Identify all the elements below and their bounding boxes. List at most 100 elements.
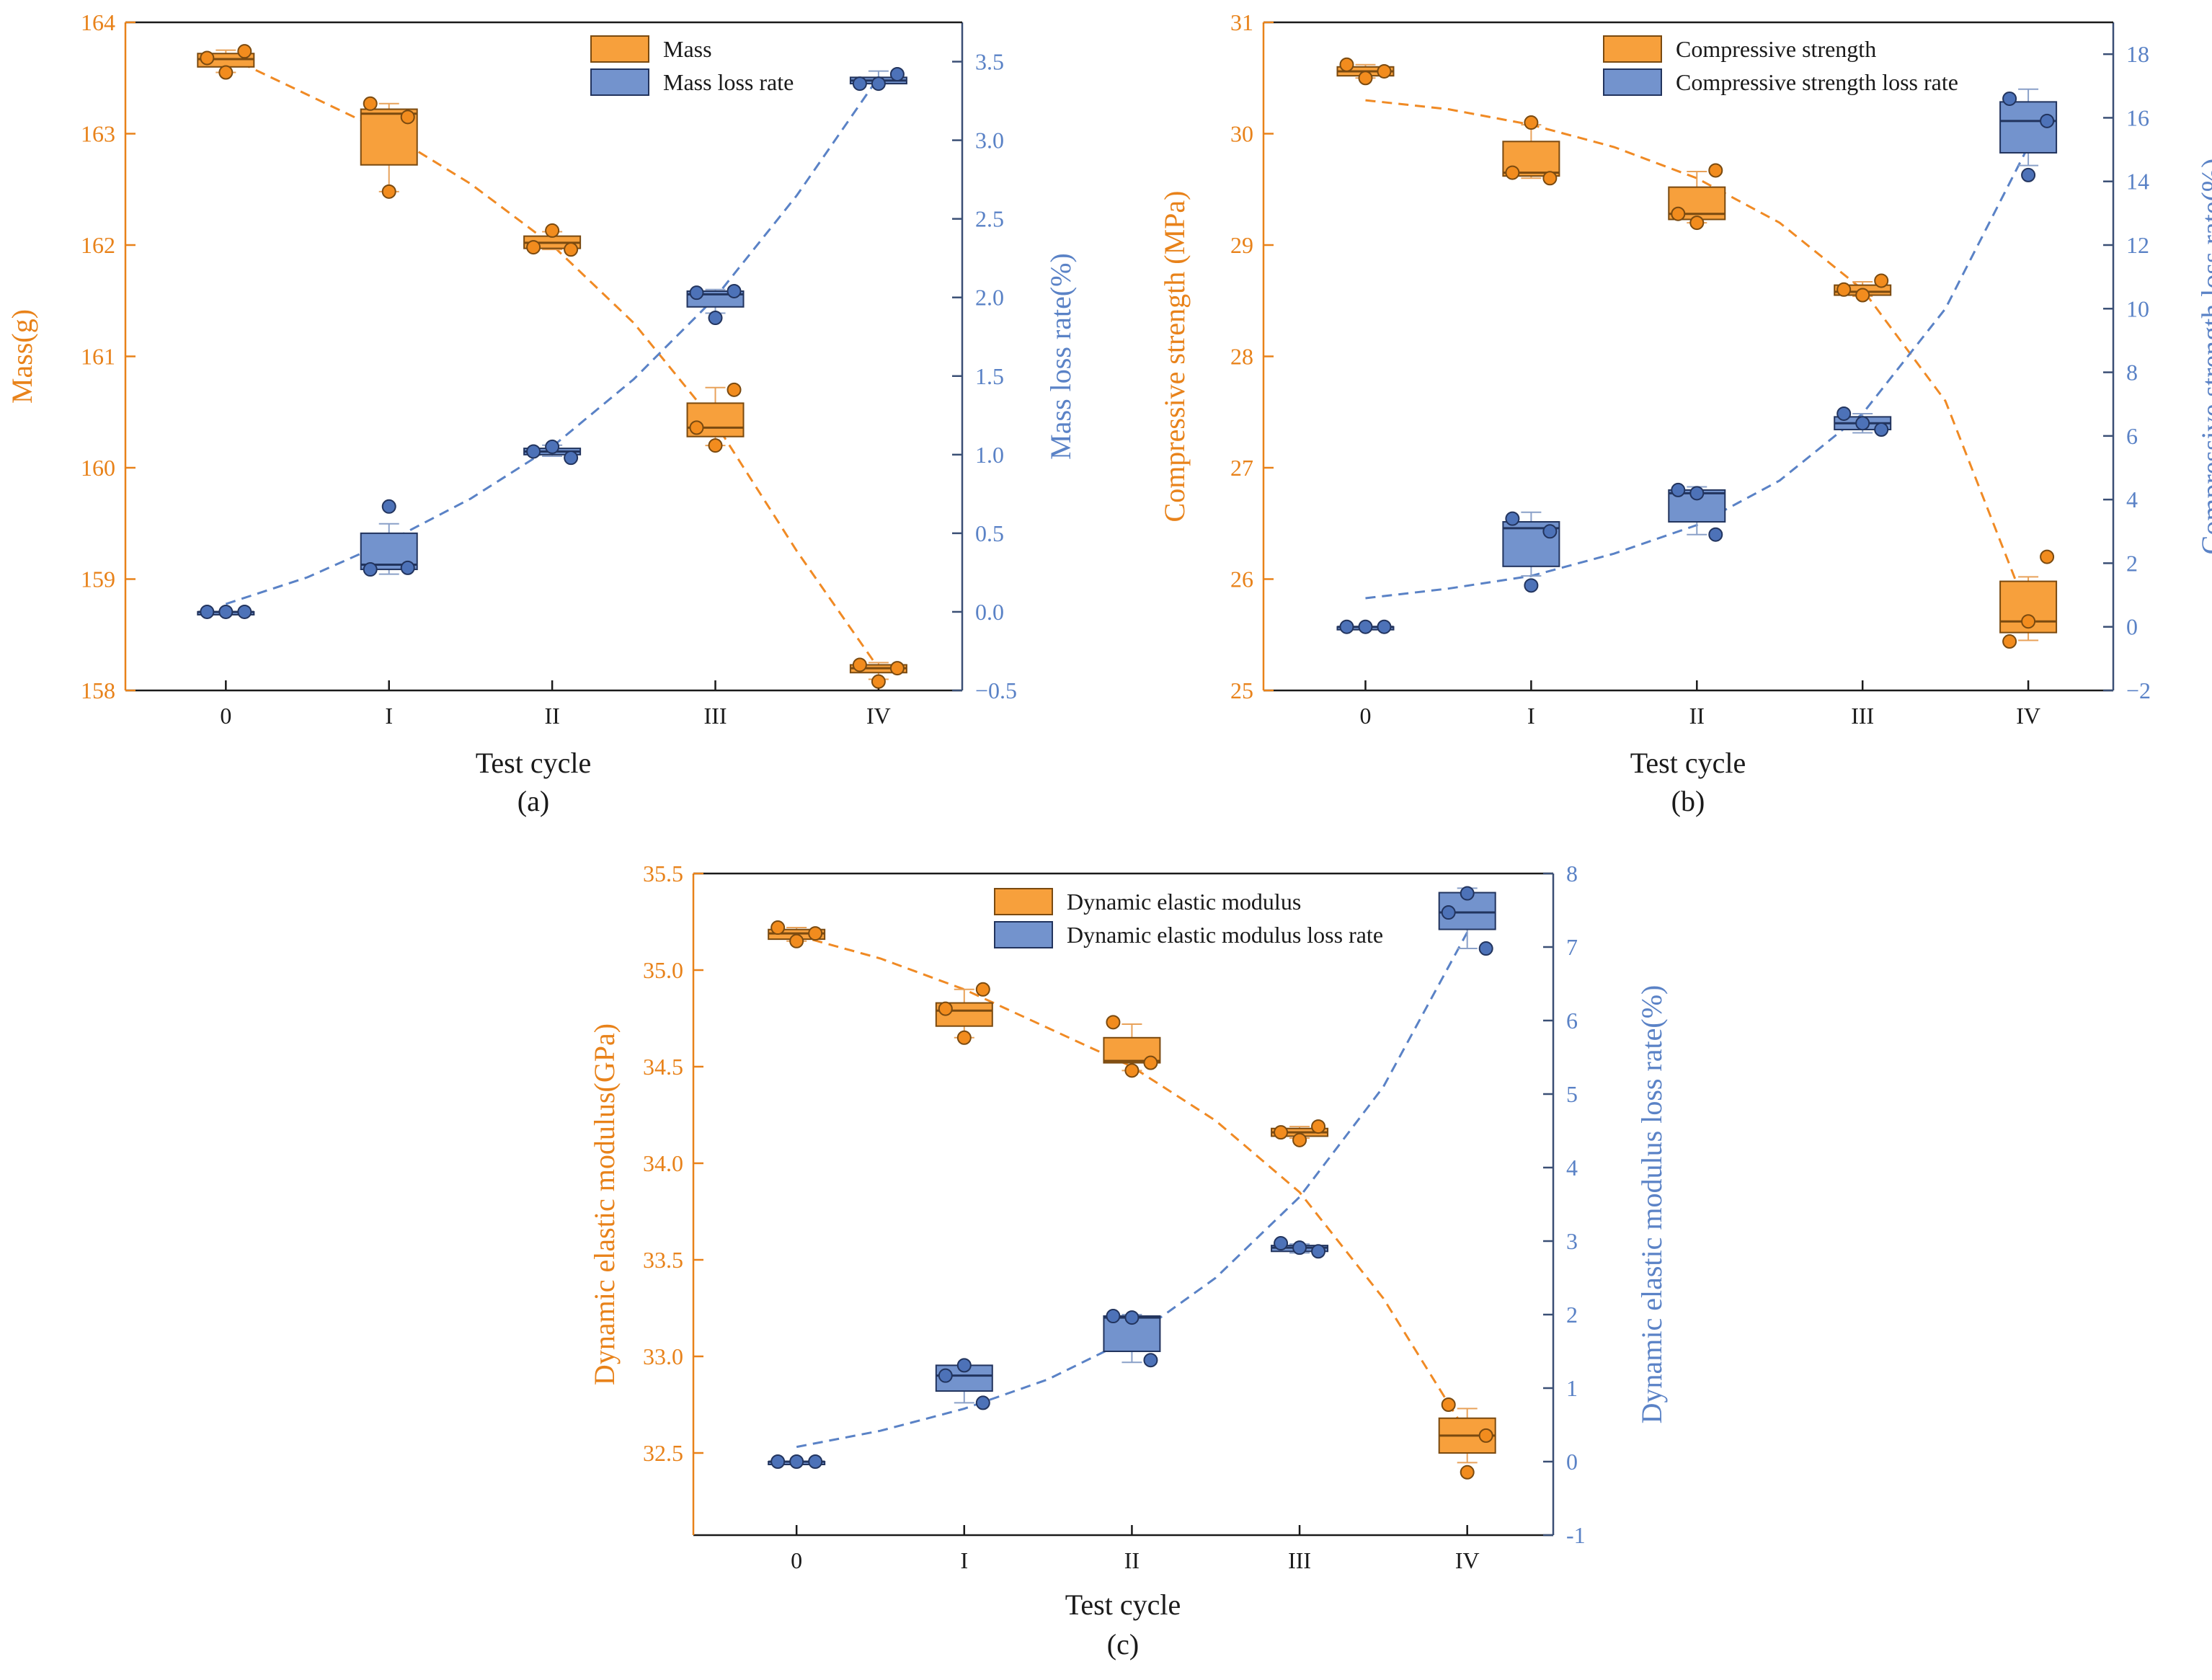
data-point bbox=[1124, 1310, 1140, 1325]
loss-rate-box-IV bbox=[1999, 88, 2058, 182]
property-box-0 bbox=[197, 44, 255, 80]
legend-label: Compressive strength loss rate bbox=[1676, 69, 1958, 95]
data-point bbox=[871, 674, 886, 689]
data-point bbox=[1855, 416, 1870, 431]
left-axis-title: Compressive strength (MPa) bbox=[1158, 191, 1191, 523]
right-tick-label: 14 bbox=[2126, 169, 2149, 195]
right-tick-label: 0.5 bbox=[975, 520, 1004, 546]
data-point bbox=[1358, 71, 1373, 86]
left-tick-label: 33.5 bbox=[643, 1247, 683, 1273]
right-tick-label: −0.5 bbox=[975, 677, 1017, 703]
data-point bbox=[689, 420, 704, 435]
right-tick-label: 2.5 bbox=[975, 206, 1004, 232]
data-point bbox=[1708, 163, 1723, 178]
data-point bbox=[526, 444, 541, 459]
chart-panel-1: 158 159 160 161 162 163 164 −0.5 0.0 0.5 1.0 1.5 2.0… bbox=[6, 9, 1077, 817]
data-point bbox=[564, 450, 579, 466]
property-box-IV bbox=[1438, 1397, 1496, 1480]
data-point bbox=[237, 44, 252, 59]
right-tick-label: 4 bbox=[1566, 1155, 1578, 1181]
data-point bbox=[218, 65, 234, 80]
data-point bbox=[727, 382, 742, 397]
right-tick-label: 3.5 bbox=[975, 49, 1004, 75]
data-point bbox=[789, 1454, 804, 1469]
data-point bbox=[1292, 1132, 1307, 1147]
property-box-IV bbox=[1999, 549, 2058, 649]
x-tick-label: III bbox=[704, 703, 727, 729]
legend-label: Compressive strength bbox=[1676, 36, 1876, 62]
x-tick-label: 0 bbox=[1359, 703, 1371, 729]
data-point bbox=[1478, 941, 1493, 956]
right-tick-label: 1 bbox=[1566, 1375, 1578, 1401]
data-point bbox=[789, 933, 804, 948]
fit-curve-loss-rate bbox=[225, 76, 880, 605]
data-point bbox=[1143, 1353, 1158, 1368]
data-point bbox=[545, 223, 560, 238]
data-point bbox=[708, 438, 723, 453]
property-box-0 bbox=[1336, 57, 1395, 86]
data-point bbox=[1836, 406, 1852, 421]
right-tick-label: 3 bbox=[1566, 1228, 1578, 1254]
data-point bbox=[1339, 619, 1354, 634]
data-point bbox=[808, 1454, 823, 1469]
data-point bbox=[1874, 273, 1889, 288]
data-point bbox=[381, 184, 396, 199]
right-tick-label: 0.0 bbox=[975, 599, 1004, 625]
right-tick-label: 16 bbox=[2126, 105, 2149, 130]
right-tick-label: 3.0 bbox=[975, 128, 1004, 154]
data-point bbox=[727, 283, 742, 298]
data-point bbox=[363, 96, 378, 111]
data-point bbox=[200, 604, 215, 619]
left-tick-label: 159 bbox=[81, 566, 115, 592]
right-tick-label: 7 bbox=[1566, 934, 1578, 960]
box-body bbox=[1999, 101, 2058, 154]
data-point bbox=[1274, 1125, 1289, 1140]
fit-curve-property bbox=[1365, 99, 2030, 613]
data-point bbox=[1524, 578, 1539, 593]
right-tick-label: 0 bbox=[2126, 614, 2138, 640]
data-point bbox=[938, 1001, 953, 1016]
left-tick-label: 35.5 bbox=[643, 861, 683, 886]
property-box-II bbox=[1103, 1015, 1161, 1078]
fit-curve-property bbox=[796, 934, 1468, 1434]
right-tick-label: 8 bbox=[1566, 861, 1578, 886]
panel-label: (c) bbox=[1107, 1628, 1139, 1661]
loss-rate-box-0 bbox=[197, 604, 255, 619]
data-point bbox=[381, 499, 396, 514]
loss-rate-box-II bbox=[523, 439, 582, 466]
right-axis-title: Mass loss rate(%) bbox=[1044, 253, 1077, 460]
legend-label: Dynamic elastic modulus loss rate bbox=[1067, 922, 1383, 948]
data-point bbox=[2002, 634, 2017, 649]
loss-rate-box-II bbox=[1668, 482, 1726, 542]
data-point bbox=[1671, 206, 1686, 221]
data-point bbox=[2002, 91, 2017, 106]
x-tick-label: 0 bbox=[220, 703, 231, 729]
loss-rate-box-III bbox=[686, 283, 745, 326]
data-point bbox=[1460, 1465, 1475, 1480]
right-tick-label: 8 bbox=[2126, 360, 2138, 386]
data-point bbox=[1708, 527, 1723, 542]
loss-rate-box-I bbox=[1502, 511, 1560, 593]
property-box-I bbox=[1502, 115, 1560, 186]
data-point bbox=[852, 657, 867, 672]
right-tick-label: 6 bbox=[2126, 423, 2138, 449]
fit-curve-property bbox=[225, 55, 880, 669]
x-tick-label: IV bbox=[1455, 1547, 1480, 1573]
legend-label: Mass loss rate bbox=[663, 69, 794, 95]
data-point bbox=[564, 242, 579, 257]
x-tick-label: II bbox=[1689, 703, 1705, 729]
data-point bbox=[852, 76, 867, 92]
loss-rate-box-II bbox=[1103, 1309, 1161, 1368]
data-point bbox=[1311, 1119, 1326, 1134]
panel-label: (b) bbox=[1671, 785, 1705, 817]
left-tick-label: 32.5 bbox=[643, 1440, 683, 1466]
left-axis-title: Mass(g) bbox=[6, 309, 38, 404]
x-tick-label: IV bbox=[2016, 703, 2040, 729]
data-point bbox=[1460, 886, 1475, 901]
fit-curve-loss-rate bbox=[796, 931, 1469, 1449]
right-tick-label: 4 bbox=[2126, 486, 2138, 512]
property-box-II bbox=[1668, 163, 1726, 231]
data-point bbox=[1106, 1309, 1121, 1324]
left-axis-title: Dynamic elastic modulus(GPa) bbox=[588, 1023, 621, 1385]
